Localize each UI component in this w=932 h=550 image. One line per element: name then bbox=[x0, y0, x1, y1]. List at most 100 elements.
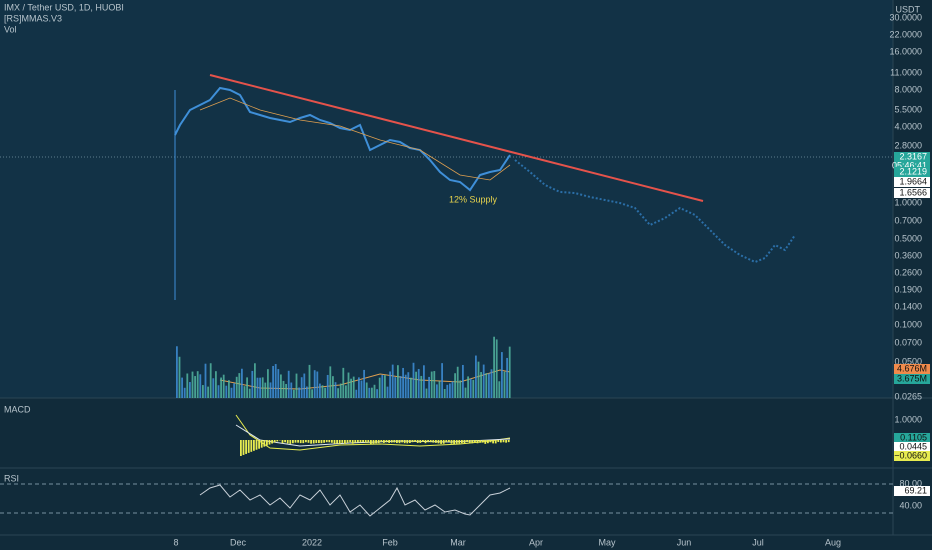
volume-bar bbox=[347, 372, 350, 398]
volume-bar bbox=[319, 383, 321, 398]
time-label: Jun bbox=[677, 537, 692, 547]
volume-bar bbox=[215, 371, 217, 398]
volume-bar bbox=[503, 371, 506, 398]
macd-hist bbox=[416, 440, 419, 443]
volume-bar bbox=[399, 376, 402, 398]
macd-hist bbox=[364, 440, 367, 443]
price-pane bbox=[0, 0, 893, 398]
macd-hist bbox=[427, 440, 429, 443]
volume-bar bbox=[436, 384, 438, 398]
macd-hist bbox=[292, 440, 294, 444]
rsi-label: 40.00 bbox=[899, 500, 922, 510]
macd-hist bbox=[328, 440, 331, 443]
macd-hist bbox=[271, 440, 273, 444]
macd-hist bbox=[437, 440, 440, 444]
volume-bar bbox=[235, 376, 238, 398]
volume-bar bbox=[345, 385, 347, 398]
macd-hist bbox=[453, 440, 455, 444]
macd-hist bbox=[466, 440, 468, 443]
macd-hist bbox=[260, 440, 263, 448]
volume-bar bbox=[290, 382, 293, 398]
badge-text: 2.1219 bbox=[899, 166, 927, 176]
volume-bar bbox=[269, 382, 272, 398]
volume-bar bbox=[407, 372, 410, 398]
macd-hist bbox=[398, 440, 401, 444]
volume-bar bbox=[404, 374, 407, 398]
macd-hist bbox=[380, 440, 383, 443]
volume-bar bbox=[272, 365, 274, 398]
volume-bar bbox=[306, 386, 308, 398]
macd-hist bbox=[424, 440, 427, 444]
macd-hist bbox=[286, 440, 289, 444]
volume-bar bbox=[303, 373, 306, 398]
volume-bar bbox=[423, 365, 425, 398]
macd-hist bbox=[484, 440, 487, 444]
time-label: Dec bbox=[230, 537, 247, 547]
macd-hist bbox=[494, 440, 497, 444]
volume-bar bbox=[480, 372, 482, 398]
volume-bar bbox=[469, 378, 472, 398]
badge-text: 05:46:41 bbox=[892, 160, 927, 170]
volume-bar bbox=[316, 371, 319, 398]
price-label: 5.5000 bbox=[894, 104, 922, 114]
volume-bar bbox=[368, 387, 371, 398]
badge-text: −0.0660 bbox=[894, 450, 927, 460]
volume-bar bbox=[209, 363, 212, 398]
time-label: Apr bbox=[529, 537, 543, 547]
price-label: 2.8000 bbox=[894, 140, 922, 150]
macd-hist bbox=[323, 440, 325, 443]
volume-bar bbox=[389, 371, 391, 398]
macd-hist bbox=[253, 440, 255, 451]
volume-bar bbox=[217, 385, 220, 398]
price-label: 4.0000 bbox=[894, 121, 922, 131]
volume-bar bbox=[464, 387, 467, 398]
badge bbox=[894, 433, 930, 443]
volume-bar bbox=[501, 352, 503, 398]
macd-hist bbox=[351, 440, 354, 444]
volume-bar bbox=[324, 387, 326, 398]
volume-bar bbox=[248, 388, 251, 398]
volume-bar bbox=[363, 369, 365, 398]
volume-bar bbox=[339, 383, 342, 398]
macd-hist bbox=[487, 440, 489, 444]
macd-hist bbox=[294, 440, 297, 443]
price-label: 11.0000 bbox=[890, 67, 922, 77]
volume-bar bbox=[446, 384, 449, 398]
macd-hist bbox=[445, 440, 448, 443]
macd-hist bbox=[367, 440, 370, 443]
macd-hist bbox=[474, 440, 476, 443]
macd-hist bbox=[344, 440, 346, 444]
macd-hist bbox=[479, 440, 481, 443]
volume-bar bbox=[194, 376, 196, 398]
volume-bar bbox=[428, 376, 430, 398]
time-label: May bbox=[598, 537, 616, 547]
macd-hist bbox=[455, 440, 458, 444]
macd-hist bbox=[481, 440, 484, 443]
volume-bar bbox=[371, 387, 373, 398]
macd-hist bbox=[442, 440, 445, 444]
rsi-label: 80.00 bbox=[899, 478, 922, 488]
macd-hist bbox=[388, 440, 390, 443]
macd-hist bbox=[393, 440, 396, 443]
volume-bar bbox=[493, 336, 495, 398]
macd-hist bbox=[305, 440, 307, 443]
price-label: 0.5000 bbox=[894, 233, 922, 243]
volume-bar bbox=[207, 386, 209, 398]
volume-bar bbox=[243, 386, 246, 398]
volume-bar bbox=[506, 357, 508, 398]
volume-bar bbox=[373, 384, 376, 398]
macd-hist bbox=[383, 440, 385, 443]
volume-bar bbox=[298, 387, 300, 398]
macd-hist bbox=[273, 440, 276, 443]
macd-hist bbox=[276, 440, 279, 442]
macd-hist bbox=[318, 440, 320, 444]
macd-hist bbox=[409, 440, 411, 443]
moving-average bbox=[199, 97, 511, 181]
macd-hist bbox=[450, 440, 453, 444]
time-label: Jul bbox=[752, 537, 764, 547]
price-label: 0.7000 bbox=[894, 215, 922, 225]
volume-bar bbox=[251, 370, 254, 398]
macd-hist bbox=[476, 440, 479, 444]
badge-text: 1.9664 bbox=[899, 176, 927, 186]
symbol: IMX / Tether USD, 1D, HUOBI bbox=[4, 2, 124, 12]
